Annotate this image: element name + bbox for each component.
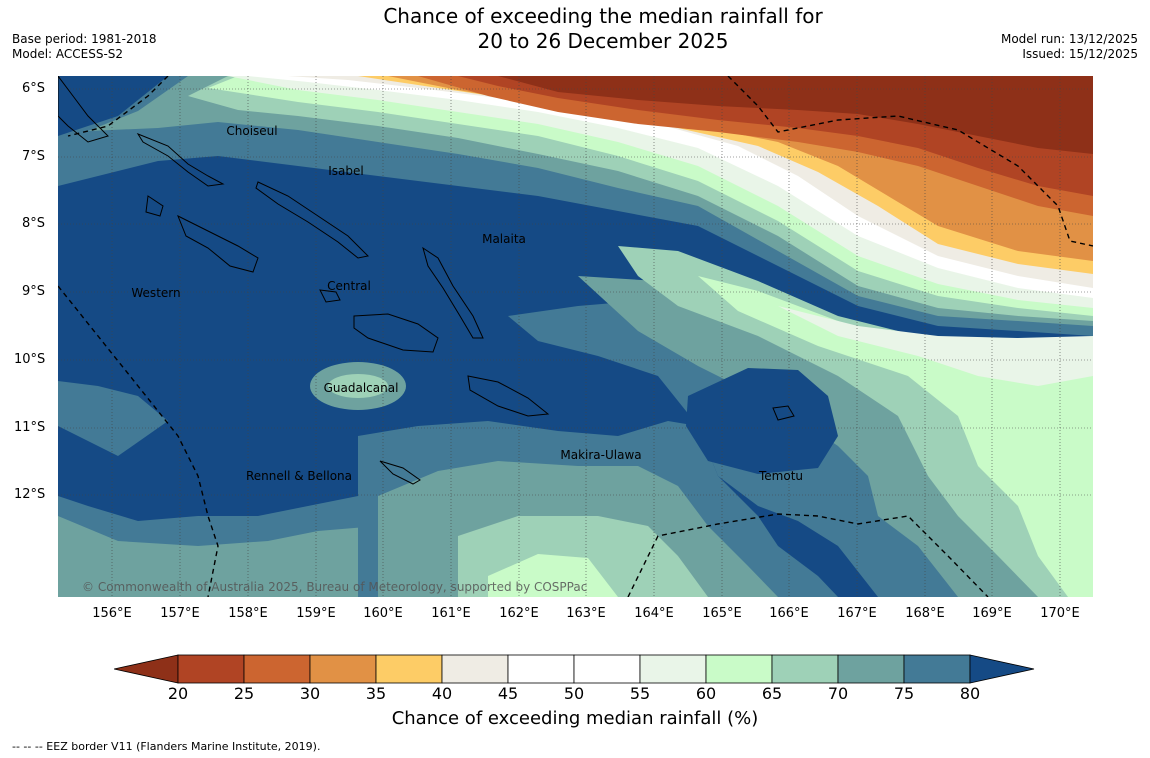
lon-label-162e: 162°E [499,606,539,621]
region-label-malaita: Malaita [482,232,526,246]
lon-label-159e: 159°E [296,606,336,621]
colorbar-cell [243,654,311,684]
region-label-isabel: Isabel [328,164,364,178]
rennell-island [379,460,421,485]
model-run: Model run: 13/12/2025 [1000,32,1138,46]
lon-label-167e: 167°E [837,606,877,621]
lon-label-168e: 168°E [905,606,945,621]
colorbar-cell [639,654,707,684]
title-line-2: 20 to 26 December 2025 [477,29,729,53]
colorbar-tick-label: 45 [497,684,519,703]
temotu-blob [686,368,838,474]
colorbar-tick-label: 50 [563,684,585,703]
lon-label-165e: 165°E [702,606,742,621]
bougainville-island [58,76,109,143]
colorbar-label: Chance of exceeding median rainfall (%) [391,708,759,729]
issued-date: Issued: 15/12/2025 [1022,47,1138,61]
central-islands [319,289,341,303]
colorbar-cells [177,654,971,684]
title-line-1: Chance of exceeding the median rainfall … [383,4,823,28]
band-75-left [58,381,168,456]
copyright-notice: © Commonwealth of Australia 2025, Bureau… [82,580,588,594]
colorbar-tick-label: 30 [299,684,321,703]
lat-label-6s: 6°S [22,81,46,96]
colorbar-tick-label: 70 [827,684,849,703]
lon-label-169e: 169°E [972,606,1012,621]
malaita-island [422,246,484,339]
colorbar-over-triangle [969,654,1035,684]
model-name: Model: ACCESS-S2 [12,47,124,61]
colorbar-tick-label: 40 [431,684,453,703]
lat-label-11s: 11°S [14,420,46,435]
eez-borders [58,76,1093,597]
colorbar-tick-label: 65 [761,684,783,703]
colorbar-tick-label: 35 [365,684,387,703]
choiseul-island [136,132,225,187]
region-label-choiseul: Choiseul [226,124,278,138]
base-period: Base period: 1981-2018 [12,32,157,46]
lon-label-163e: 163°E [566,606,606,621]
band-60-central [488,554,618,597]
lon-label-161e: 161°E [431,606,471,621]
santa-cruz-island [772,405,795,421]
lat-label-8s: 8°S [22,216,46,231]
islands [58,76,795,485]
region-label-guadalcanal: Guadalcanal [323,381,399,395]
region-label-western: Western [131,286,181,300]
lat-label-7s: 7°S [22,149,46,164]
colorbar-tick-label: 55 [629,684,651,703]
colorbar-cell [573,654,641,684]
colorbar-cell [177,654,245,684]
lon-label-170e: 170°E [1040,606,1080,621]
lat-label-10s: 10°S [14,352,46,367]
colorbar-tick-label: 75 [893,684,915,703]
colorbar [113,654,1038,688]
colorbar-under-triangle [113,654,179,684]
isabel-island [255,181,370,259]
colorbar-cell [507,654,575,684]
colorbar-cell [441,654,509,684]
rainfall-map [58,76,1093,597]
lon-label-157e: 157°E [160,606,200,621]
colorbar-cell [837,654,905,684]
guadalcanal-island [353,313,439,353]
region-label-makira-ulawa: Makira-Ulawa [560,448,642,462]
guadalcanal-core [328,374,388,398]
meta-right: Model run: 13/12/2025 Issued: 15/12/2025 [1001,32,1138,62]
lat-label-12s: 12°S [14,487,46,502]
colorbar-cell [375,654,443,684]
lon-label-160e: 160°E [363,606,403,621]
band-20-north [498,76,1093,154]
shortland-islands [145,195,164,217]
colorbar-tick-label: 60 [695,684,717,703]
lon-label-164e: 164°E [634,606,674,621]
region-label-central: Central [327,279,371,293]
colorbar-tick-label: 80 [959,684,981,703]
colorbar-cell [309,654,377,684]
new-georgia-island [177,214,259,273]
chart-title: Chance of exceeding the median rainfall … [0,4,1150,54]
lon-label-166e: 166°E [769,606,809,621]
colorbar-cell [705,654,773,684]
band-65-east [618,246,1093,597]
region-label-rennell-bellona: Rennell & Bellona [245,469,353,483]
band-70-south [58,516,378,597]
lon-label-158e: 158°E [228,606,268,621]
colorbar-tick-label: 25 [233,684,255,703]
region-label-temotu: Temotu [758,469,804,483]
lat-label-9s: 9°S [22,284,46,299]
lon-label-156e: 156°E [92,606,132,621]
colorbar-cell [903,654,971,684]
colorbar-tick-label: 20 [167,684,189,703]
colorbar-cell [771,654,839,684]
eez-footnote: -- -- -- EEZ border V11 (Flanders Marine… [12,740,321,753]
makira-island [467,375,550,417]
meta-left: Base period: 1981-2018 Model: ACCESS-S2 [12,32,157,62]
